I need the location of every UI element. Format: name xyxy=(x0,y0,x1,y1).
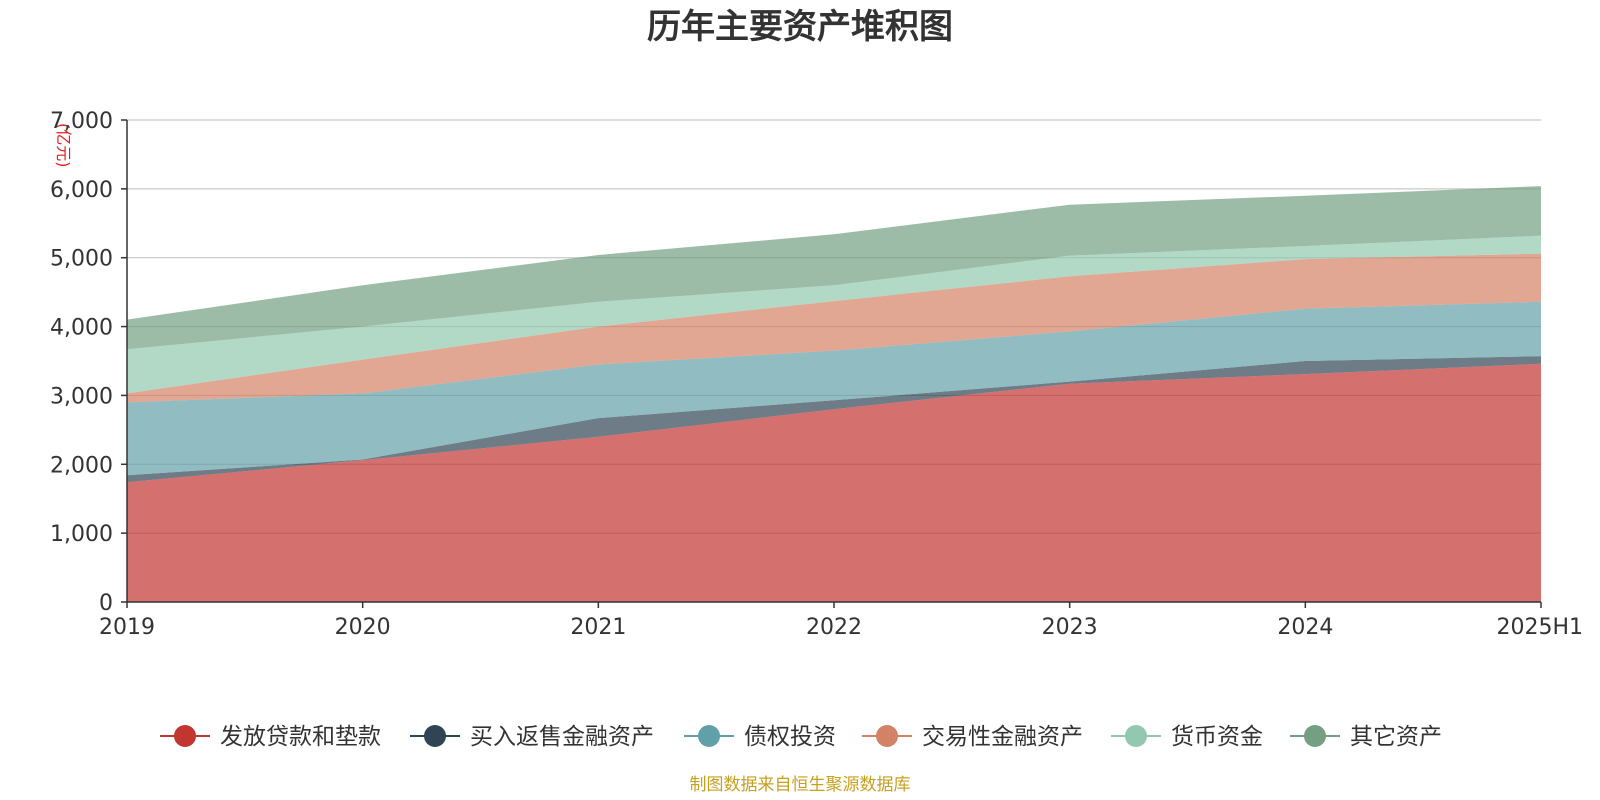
legend-label-5: 其它资产 xyxy=(1350,724,1442,750)
x-tick-label-0: 2019 xyxy=(99,615,155,640)
legend-marker-1 xyxy=(424,725,446,747)
y-tick-label-1: 1,000 xyxy=(50,522,113,547)
y-tick-label-3: 3,000 xyxy=(50,384,113,409)
legend-label-1: 买入返售金融资产 xyxy=(470,724,654,750)
y-tick-label-4: 4,000 xyxy=(50,316,113,341)
legend-label-4: 货币资金 xyxy=(1171,724,1263,750)
area-series-1 xyxy=(127,356,1541,483)
legend-item-4[interactable]: 货币资金 xyxy=(1111,724,1263,750)
y-tick-label-7: 7,000 xyxy=(50,109,113,134)
area-series-4 xyxy=(127,235,1541,394)
legend: 发放贷款和垫款 买入返售金融资产 债权投资 交易性金融资产 货币资金 其它资产 xyxy=(160,724,1442,750)
chart-title: 历年主要资产堆积图 xyxy=(647,7,953,47)
y-tick-label-2: 2,000 xyxy=(50,453,113,478)
y-tick-label-6: 6,000 xyxy=(50,178,113,203)
y-axis-unit-label: (亿元) xyxy=(54,123,73,168)
legend-item-1[interactable]: 买入返售金融资产 xyxy=(410,724,654,750)
legend-item-2[interactable]: 债权投资 xyxy=(684,724,836,750)
area-series-5 xyxy=(127,186,1541,350)
x-tick-label-6: 2025H1 xyxy=(1496,615,1583,640)
legend-item-5[interactable]: 其它资产 xyxy=(1290,724,1442,750)
legend-item-3[interactable]: 交易性金融资产 xyxy=(862,724,1083,750)
x-tick-label-3: 2022 xyxy=(806,615,862,640)
legend-label-0: 发放贷款和垫款 xyxy=(220,724,381,750)
legend-marker-3 xyxy=(876,725,898,747)
area-series-2 xyxy=(127,301,1541,476)
area-series-3 xyxy=(127,253,1541,403)
legend-marker-0 xyxy=(174,725,196,747)
data-source-note: 制图数据来自恒生聚源数据库 xyxy=(690,775,911,795)
x-tick-label-5: 2024 xyxy=(1277,615,1333,640)
legend-label-2: 债权投资 xyxy=(744,724,836,750)
x-tick-label-2: 2021 xyxy=(570,615,626,640)
legend-marker-5 xyxy=(1304,725,1326,747)
area-series-group xyxy=(127,186,1541,602)
x-tick-label-1: 2020 xyxy=(335,615,391,640)
x-tick-label-4: 2023 xyxy=(1042,615,1098,640)
legend-marker-2 xyxy=(698,725,720,747)
y-tick-label-0: 0 xyxy=(99,591,113,616)
axes: 0 1,000 2,000 3,000 4,000 5,000 6,000 7,000 2019… xyxy=(50,109,1583,640)
legend-item-0[interactable]: 发放贷款和垫款 xyxy=(160,724,381,750)
y-tick-label-5: 5,000 xyxy=(50,247,113,272)
area-series-0 xyxy=(127,363,1541,602)
legend-marker-4 xyxy=(1125,725,1147,747)
legend-label-3: 交易性金融资产 xyxy=(922,724,1083,750)
